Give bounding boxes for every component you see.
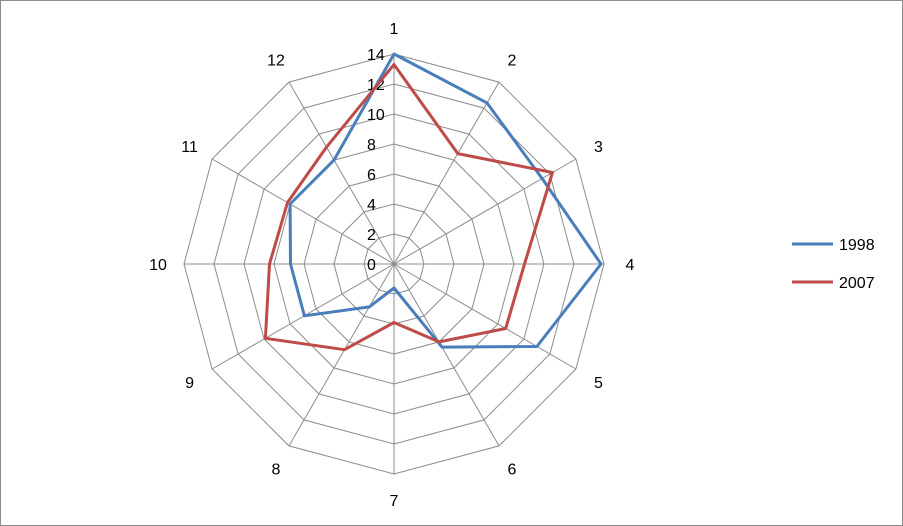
- category-label: 8: [272, 461, 281, 478]
- spoke-line: [393, 263, 577, 370]
- legend-label: 2007: [839, 275, 875, 292]
- radial-tick-label: 10: [367, 107, 385, 124]
- spoke-line: [211, 158, 395, 265]
- radial-tick-label: 14: [367, 47, 385, 64]
- category-label: 10: [149, 257, 167, 274]
- category-label: 1: [390, 21, 399, 38]
- radial-tick-label: 0: [367, 257, 376, 274]
- category-label: 6: [508, 461, 517, 478]
- category-label: 7: [390, 493, 399, 510]
- spoke-line: [393, 263, 500, 447]
- spoke-line: [211, 263, 395, 370]
- category-label: 11: [181, 139, 198, 156]
- spoke-line: [393, 81, 500, 265]
- series-line-2007: [263, 63, 554, 352]
- category-label: 9: [185, 375, 194, 392]
- category-label: 3: [594, 139, 603, 156]
- category-label: 4: [626, 257, 635, 274]
- category-label: 12: [267, 53, 285, 70]
- radial-tick-label: 8: [367, 137, 376, 154]
- radar-spokes: [184, 54, 604, 474]
- spoke-line: [288, 263, 395, 447]
- legend-label: 1998: [839, 237, 875, 254]
- spoke-line: [288, 81, 395, 265]
- radial-tick-label: 6: [367, 167, 376, 184]
- series-lines: [263, 52, 603, 352]
- spoke-line: [393, 158, 577, 265]
- radial-tick-label: 4: [367, 197, 376, 214]
- legend: 1998 2007: [792, 237, 875, 292]
- series-line-1998: [288, 52, 603, 349]
- category-label: 2: [508, 53, 517, 70]
- radial-tick-label: 2: [367, 227, 376, 244]
- category-label: 5: [594, 375, 603, 392]
